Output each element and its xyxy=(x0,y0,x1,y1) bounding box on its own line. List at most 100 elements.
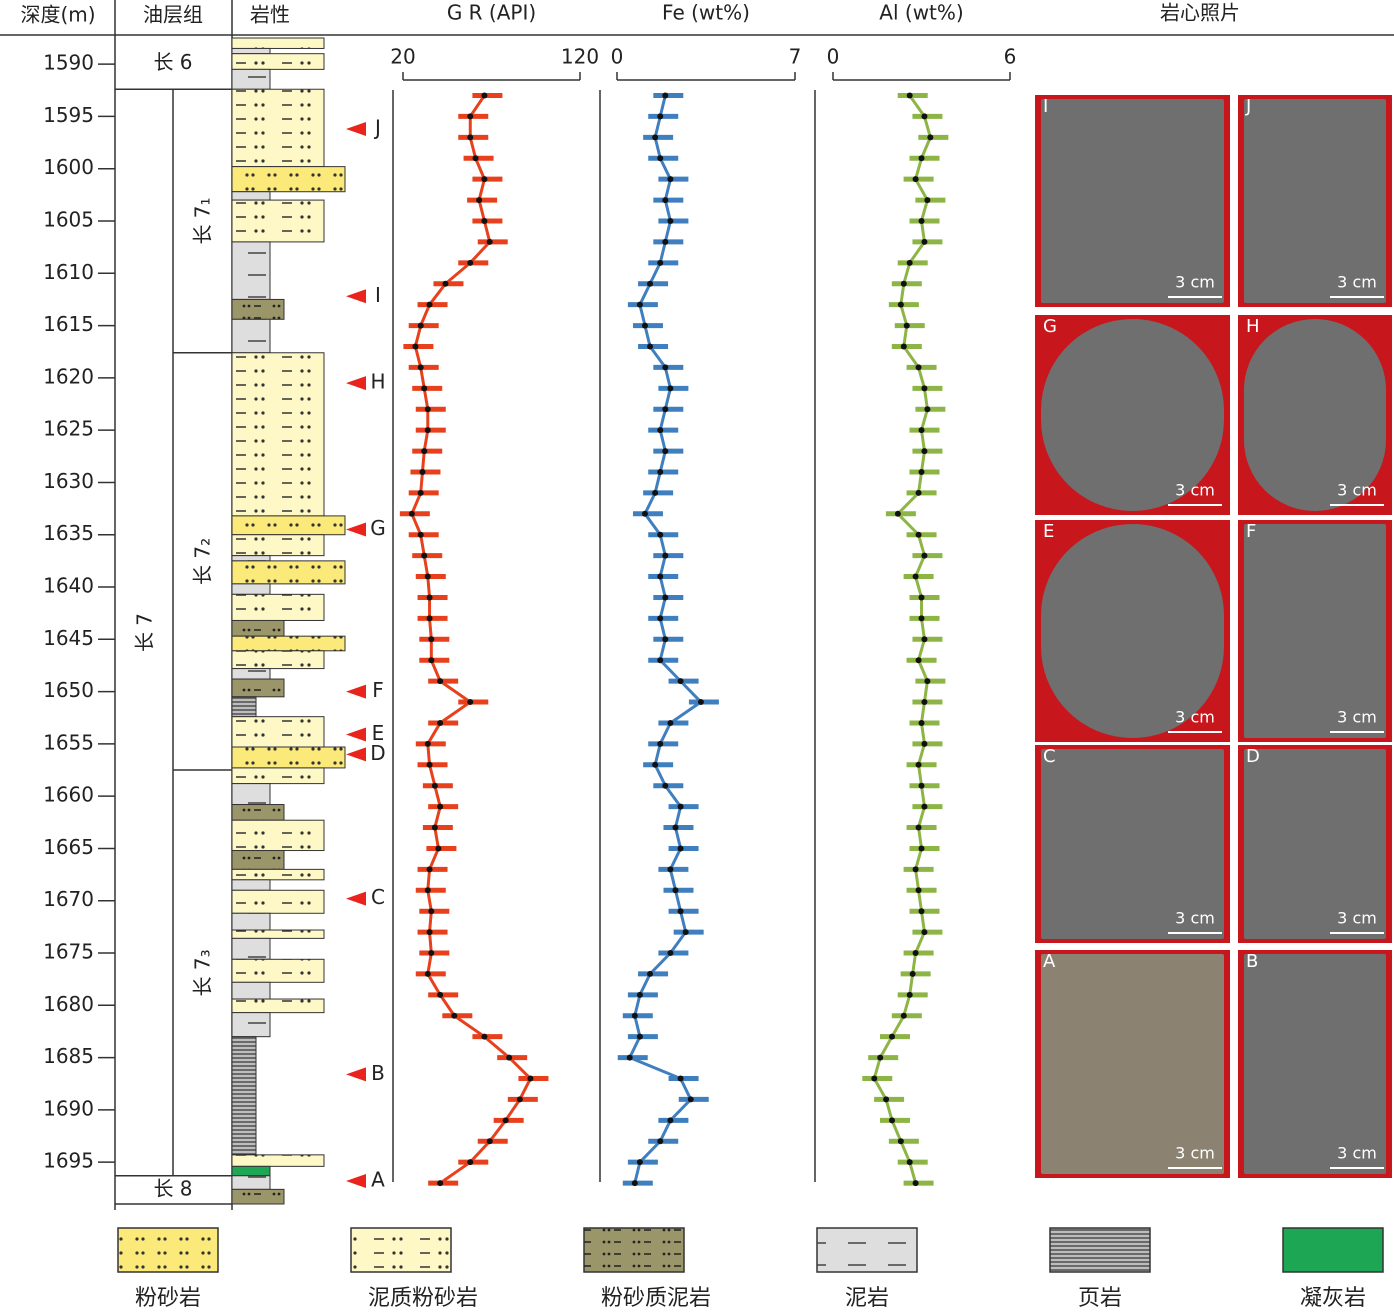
sample-marker xyxy=(346,727,366,742)
sample-point xyxy=(636,301,643,308)
sample-point xyxy=(662,238,669,245)
sample-point xyxy=(626,1054,633,1061)
depth-tick-label: 1630 xyxy=(43,469,94,493)
sample-point xyxy=(894,510,901,517)
core-photo xyxy=(1041,99,1224,303)
sample-point xyxy=(437,1180,444,1187)
lithology-pattern xyxy=(232,913,270,931)
sample-point xyxy=(426,615,433,622)
sample-point xyxy=(900,1012,907,1019)
sample-point xyxy=(476,197,483,204)
core-photo xyxy=(1244,99,1386,303)
sample-point xyxy=(502,1117,509,1124)
sample-point xyxy=(417,322,424,329)
depth-tick-label: 1690 xyxy=(43,1096,94,1120)
sample-label: F xyxy=(372,678,384,702)
sample-point xyxy=(428,636,435,643)
sample-point xyxy=(672,824,679,831)
sample-point xyxy=(426,594,433,601)
sample-point xyxy=(631,1012,638,1019)
photo-label: E xyxy=(1043,521,1054,542)
sample-point xyxy=(921,448,928,455)
sample-marker xyxy=(346,376,366,391)
sample-point xyxy=(424,427,431,434)
lithology-pattern xyxy=(232,716,324,748)
sample-point xyxy=(636,1033,643,1040)
core-photo xyxy=(1244,524,1386,738)
sample-marker xyxy=(346,684,366,699)
depth-tick-label: 1635 xyxy=(43,521,94,545)
sample-point xyxy=(662,197,669,204)
sample-point xyxy=(918,427,925,434)
sample-point xyxy=(647,280,654,287)
core-photo xyxy=(1041,749,1224,939)
depth-tick-label: 1655 xyxy=(43,730,94,754)
sample-label: H xyxy=(370,370,385,394)
depth-tick-label: 1640 xyxy=(43,574,94,598)
lithology-pattern xyxy=(232,560,345,584)
depth-tick-label: 1605 xyxy=(43,208,94,232)
sample-point xyxy=(419,468,426,475)
core-photo xyxy=(1244,319,1386,511)
sample-point xyxy=(897,301,904,308)
sample-point xyxy=(437,678,444,685)
sample-marker xyxy=(346,121,366,136)
track-title: Fe (wt%) xyxy=(662,1,750,25)
sample-point xyxy=(657,657,664,664)
sample-point xyxy=(906,259,913,266)
sample-point xyxy=(915,761,922,768)
sample-point xyxy=(647,343,654,350)
sample-point xyxy=(921,803,928,810)
sample-point xyxy=(636,991,643,998)
sample-point xyxy=(467,1159,474,1166)
legend-label: 泥质粉砂岩 xyxy=(368,1286,478,1311)
sample-point xyxy=(918,468,925,475)
sample-point xyxy=(437,803,444,810)
sample-point xyxy=(662,406,669,413)
lithology-pattern xyxy=(232,679,284,697)
member-label: 长 7₃ xyxy=(191,949,215,996)
sample-point xyxy=(467,699,474,706)
lithology-pattern xyxy=(232,820,324,851)
depth-tick-label: 1600 xyxy=(43,155,94,179)
sample-point xyxy=(900,343,907,350)
sample-point xyxy=(877,1054,884,1061)
sample-point xyxy=(915,657,922,664)
depth-tick-label: 1610 xyxy=(43,260,94,284)
sample-point xyxy=(431,824,438,831)
sample-point xyxy=(662,364,669,371)
sample-point xyxy=(641,510,648,517)
sample-point xyxy=(915,824,922,831)
legend-pattern xyxy=(817,1228,917,1272)
sample-point xyxy=(921,385,928,392)
sample-point xyxy=(421,448,428,455)
photo-label: I xyxy=(1043,96,1048,117)
scale-label: 3 cm xyxy=(1337,708,1377,727)
photo-label: G xyxy=(1043,316,1057,337)
core-photo xyxy=(1244,749,1386,939)
sample-point xyxy=(437,991,444,998)
sample-point xyxy=(677,1075,684,1082)
sample-point xyxy=(426,929,433,936)
sample-point xyxy=(918,845,925,852)
depth-tick-label: 1660 xyxy=(43,783,94,807)
sample-point xyxy=(897,1138,904,1145)
sample-point xyxy=(657,615,664,622)
lithology-pattern xyxy=(232,1036,256,1155)
depth-tick-label: 1645 xyxy=(43,626,94,650)
sample-point xyxy=(426,301,433,308)
legend-swatch xyxy=(1282,1227,1384,1273)
legend-pattern xyxy=(118,1228,218,1272)
core-photo xyxy=(1244,954,1386,1174)
sample-point xyxy=(657,468,664,475)
sample-point xyxy=(918,782,925,789)
sample-point xyxy=(918,719,925,726)
sample-point xyxy=(924,678,931,685)
sample-point xyxy=(915,364,922,371)
sample-point xyxy=(687,1096,694,1103)
sample-label: J xyxy=(373,115,381,139)
lithology-pattern xyxy=(232,890,324,914)
lithology-pattern xyxy=(232,804,284,821)
legend-label: 泥岩 xyxy=(845,1286,889,1311)
sample-point xyxy=(641,322,648,329)
